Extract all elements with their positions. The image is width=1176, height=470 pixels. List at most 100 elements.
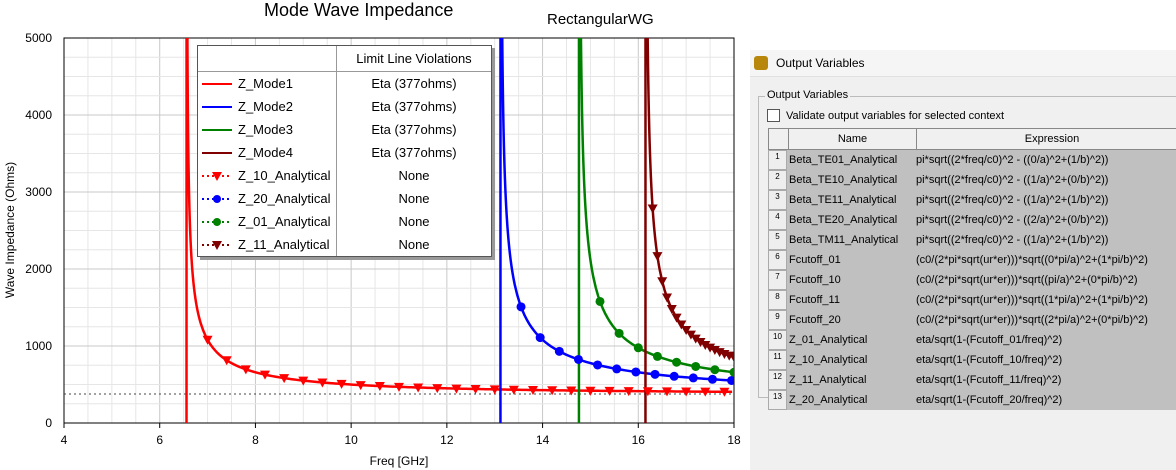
legend-item[interactable]: Z_Mode1 Eta (377ohms) (198, 72, 491, 95)
data-point (374, 382, 385, 392)
row-number[interactable]: 6 (768, 250, 787, 270)
data-point (240, 365, 251, 375)
x-tick-label: 18 (727, 433, 741, 447)
table-row[interactable]: 8 Fcutoff_11 (c0/(2*pi*sqrt(ur*er)))*sqrt(… (768, 290, 1176, 310)
legend-marker-icon (202, 194, 232, 203)
legend-item[interactable]: Z_20_Analytical None (198, 187, 491, 210)
variable-name[interactable]: Z_11_Analytical (787, 370, 916, 390)
row-number[interactable]: 5 (768, 230, 787, 250)
variable-name[interactable]: Fcutoff_01 (787, 250, 916, 270)
variable-expression[interactable]: eta/sqrt(1-(Fcutoff_20/freq)^2) (916, 390, 1176, 410)
variable-expression[interactable]: pi*sqrt((2*freq/c0)^2 - ((2/a)^2+(0/b)^2… (916, 210, 1176, 230)
table-row[interactable]: 2 Beta_TE10_Analytical pi*sqrt((2*freq/c0)… (768, 170, 1176, 190)
data-point (657, 277, 668, 287)
data-point (595, 296, 605, 306)
legend-label: Z_Mode1 (238, 76, 293, 91)
row-number[interactable]: 2 (768, 170, 787, 190)
y-tick-label: 2000 (25, 262, 52, 276)
data-point (685, 330, 696, 340)
variable-expression[interactable]: (c0/(2*pi*sqrt(ur*er)))*sqrt((2*pi/a)^2+… (916, 310, 1176, 330)
x-tick-label: 16 (632, 433, 646, 447)
row-number[interactable]: 13 (768, 390, 787, 410)
data-point (593, 360, 603, 370)
variable-expression[interactable]: (c0/(2*pi*sqrt(ur*er)))*sqrt((0*pi/a)^2+… (916, 250, 1176, 270)
variable-name[interactable]: Beta_TE20_Analytical (787, 210, 916, 230)
variable-name[interactable]: Fcutoff_10 (787, 270, 916, 290)
series-Z_Mode4 (644, 38, 733, 423)
table-row[interactable]: 4 Beta_TE20_Analytical pi*sqrt((2*freq/c0)… (768, 210, 1176, 230)
row-number[interactable]: 7 (768, 270, 787, 290)
x-tick-label: 12 (440, 433, 454, 447)
variable-name[interactable]: Z_20_Analytical (787, 390, 916, 410)
table-row[interactable]: 1 Beta_TE01_Analytical pi*sqrt((2*freq/c0)… (768, 150, 1176, 170)
variable-name[interactable]: Fcutoff_11 (787, 290, 916, 310)
legend-item[interactable]: Z_01_Analytical None (198, 210, 491, 233)
variable-name[interactable]: Fcutoff_20 (787, 310, 916, 330)
data-point (652, 351, 662, 361)
legend-item[interactable]: Z_11_Analytical None (198, 233, 491, 256)
legend-label: Z_Mode2 (238, 99, 293, 114)
legend-label: Z_Mode3 (238, 122, 293, 137)
data-point (669, 371, 679, 381)
group-label: Output Variables (765, 89, 851, 101)
table-row[interactable]: 12 Z_11_Analytical eta/sqrt(1-(Fcutoff_11/… (768, 370, 1176, 390)
data-point (547, 386, 558, 396)
column-header-expression[interactable]: Expression (1024, 133, 1080, 145)
variable-name[interactable]: Beta_TE11_Analytical (787, 190, 916, 210)
legend-violation: None (398, 237, 430, 252)
legend-item[interactable]: Z_10_Analytical None (198, 164, 491, 187)
data-point (202, 335, 213, 345)
table-row[interactable]: 13 Z_20_Analytical eta/sqrt(1-(Fcutoff_20/… (768, 390, 1176, 410)
data-point (642, 387, 653, 397)
data-point (221, 356, 232, 366)
variable-expression[interactable]: pi*sqrt((2*freq/c0)^2 - ((0/a)^2+(1/b)^2… (916, 150, 1176, 170)
table-row[interactable]: 6 Fcutoff_01 (c0/(2*pi*sqrt(ur*er)))*sqrt(… (768, 250, 1176, 270)
table-row[interactable]: 3 Beta_TE11_Analytical pi*sqrt((2*freq/c0)… (768, 190, 1176, 210)
column-header-name[interactable]: Name (789, 129, 917, 149)
variable-expression[interactable]: eta/sqrt(1-(Fcutoff_01/freq)^2) (916, 330, 1176, 350)
variable-name[interactable]: Beta_TE10_Analytical (787, 170, 916, 190)
table-row[interactable]: 9 Fcutoff_20 (c0/(2*pi*sqrt(ur*er)))*sqrt(… (768, 310, 1176, 330)
data-point (451, 384, 462, 394)
table-row[interactable]: 10 Z_01_Analytical eta/sqrt(1-(Fcutoff_01/… (768, 330, 1176, 350)
variable-expression[interactable]: (c0/(2*pi*sqrt(ur*er)))*sqrt((pi/a)^2+(0… (916, 270, 1176, 290)
variable-name[interactable]: Z_01_Analytical (787, 330, 916, 350)
variable-name[interactable]: Beta_TM11_Analytical (787, 230, 916, 250)
legend-label: Z_10_Analytical (238, 168, 331, 183)
plot-frame (63, 37, 735, 424)
legend[interactable]: Limit Line Violations Z_Mode1 Eta (377ohm… (197, 45, 492, 257)
validate-checkbox[interactable] (767, 109, 780, 122)
row-number[interactable]: 4 (768, 210, 787, 230)
legend-item[interactable]: Z_Mode4 Eta (377ohms) (198, 141, 491, 164)
row-number[interactable]: 10 (768, 330, 787, 350)
output-variables-panel: Output Variables Output Variables Valida… (750, 50, 1176, 470)
variable-name[interactable]: Z_10_Analytical (787, 350, 916, 370)
row-number[interactable]: 3 (768, 190, 787, 210)
variables-table[interactable]: Name Expression 1 Beta_TE01_Analytical pi*… (768, 128, 1176, 410)
x-tick-label: 14 (536, 433, 550, 447)
row-number[interactable]: 11 (768, 350, 787, 370)
table-row[interactable]: 11 Z_10_Analytical eta/sqrt(1-(Fcutoff_10/… (768, 350, 1176, 370)
row-number[interactable]: 9 (768, 310, 787, 330)
variable-expression[interactable]: (c0/(2*pi*sqrt(ur*er)))*sqrt((1*pi/a)^2+… (916, 290, 1176, 310)
legend-violation: None (398, 214, 430, 229)
row-number[interactable]: 8 (768, 290, 787, 310)
legend-item[interactable]: Z_Mode3 Eta (377ohms) (198, 118, 491, 141)
variable-expression[interactable]: eta/sqrt(1-(Fcutoff_11/freq)^2) (916, 370, 1176, 390)
data-point (719, 387, 730, 397)
variable-expression[interactable]: pi*sqrt((2*freq/c0)^2 - ((1/a)^2+(0/b)^2… (916, 170, 1176, 190)
series-Z_01_Analytical (595, 296, 734, 377)
table-row[interactable]: 5 Beta_TM11_Analytical pi*sqrt((2*freq/c0)… (768, 230, 1176, 250)
data-point (566, 386, 577, 396)
legend-marker-icon (202, 240, 232, 250)
variable-expression[interactable]: pi*sqrt((2*freq/c0)^2 - ((1/a)^2+(1/b)^2… (916, 230, 1176, 250)
data-point (729, 353, 734, 363)
table-row[interactable]: 7 Fcutoff_10 (c0/(2*pi*sqrt(ur*er)))*sqrt(… (768, 270, 1176, 290)
legend-item[interactable]: Z_Mode2 Eta (377ohms) (198, 95, 491, 118)
variable-expression[interactable]: eta/sqrt(1-(Fcutoff_10/freq)^2) (916, 350, 1176, 370)
app-logo-icon (754, 56, 768, 70)
row-number[interactable]: 12 (768, 370, 787, 390)
variable-name[interactable]: Beta_TE01_Analytical (787, 150, 916, 170)
variable-expression[interactable]: pi*sqrt((2*freq/c0)^2 - ((1/a)^2+(1/b)^2… (916, 190, 1176, 210)
row-number[interactable]: 1 (768, 150, 787, 170)
